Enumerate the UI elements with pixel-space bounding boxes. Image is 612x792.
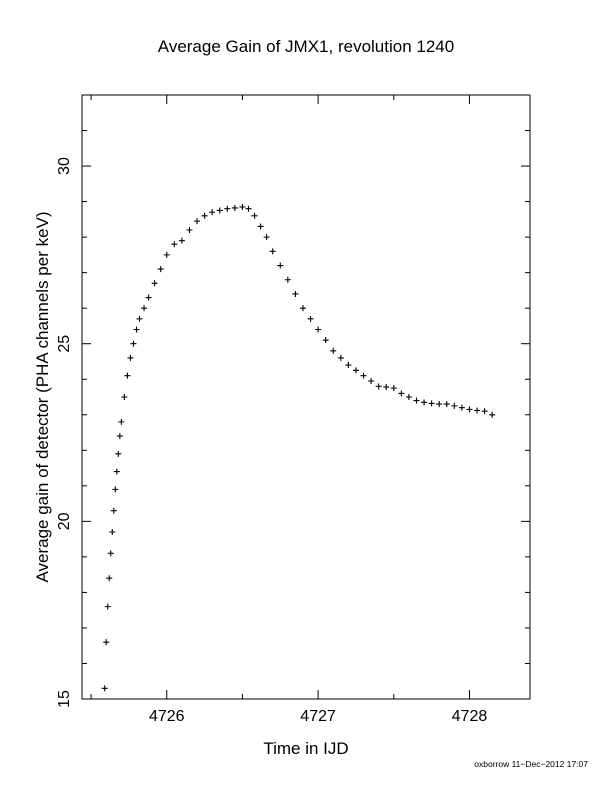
data-point (121, 394, 128, 400)
data-point (171, 241, 178, 248)
data-point (352, 367, 359, 374)
data-point (106, 575, 113, 582)
y-tick-label: 25 (56, 335, 73, 353)
data-point (186, 227, 193, 234)
data-point (209, 209, 216, 216)
data-point (133, 326, 140, 333)
data-point (307, 315, 314, 322)
data-point (127, 354, 134, 361)
axis-ticks (82, 94, 530, 700)
data-point (436, 401, 443, 408)
y-axis-label: Average gain of detector (PHA channels p… (33, 211, 52, 582)
data-point (263, 234, 270, 241)
data-point (101, 685, 108, 692)
data-point (157, 266, 164, 273)
plot-frame (81, 94, 531, 700)
data-point (104, 603, 111, 610)
data-point (368, 378, 375, 385)
data-point (375, 383, 382, 390)
data-point (383, 384, 390, 391)
y-tick-label: 30 (56, 157, 73, 175)
data-point (299, 305, 306, 312)
data-point (178, 237, 185, 244)
data-point (116, 433, 123, 440)
data-point (277, 262, 284, 269)
data-point (315, 326, 322, 333)
data-point (136, 315, 143, 322)
data-point (130, 340, 137, 347)
data-point (413, 397, 420, 404)
data-point (405, 394, 412, 400)
axis-tick-labels: 4726 4727 4728 15 20 25 30 (56, 157, 487, 725)
data-point (345, 362, 352, 369)
x-tick-label: 4727 (300, 708, 336, 725)
data-point (194, 218, 201, 225)
data-point (489, 411, 496, 418)
x-tick-label: 4726 (149, 708, 185, 725)
data-point (360, 372, 367, 379)
data-points (101, 203, 496, 692)
data-point (421, 399, 428, 406)
data-point (481, 408, 488, 415)
x-tick-label: 4728 (452, 708, 488, 725)
data-point (107, 550, 114, 557)
data-point (239, 203, 246, 210)
data-point (115, 450, 122, 457)
data-point (145, 294, 152, 301)
data-point (428, 400, 435, 407)
data-point (124, 372, 131, 379)
data-point (398, 390, 405, 397)
data-point (163, 251, 170, 258)
data-point (451, 402, 458, 409)
chart-title: Average Gain of JMX1, revolution 1240 (158, 37, 454, 56)
data-point (443, 401, 450, 408)
data-point (330, 347, 337, 354)
data-point (113, 468, 120, 475)
data-point (216, 207, 223, 214)
data-point (112, 486, 119, 493)
data-point (201, 212, 208, 219)
data-point (251, 212, 258, 219)
data-point (458, 404, 465, 411)
y-tick-label: 15 (56, 690, 73, 708)
x-axis-label: Time in IJD (263, 739, 348, 758)
data-point (390, 385, 397, 392)
data-point (284, 276, 291, 283)
data-point (118, 418, 125, 425)
data-point (245, 205, 252, 212)
data-point (292, 290, 299, 297)
data-point (337, 354, 344, 361)
data-point (151, 280, 158, 287)
data-point (103, 639, 110, 646)
y-tick-label: 20 (56, 512, 73, 530)
data-point (231, 204, 238, 211)
data-point (474, 407, 481, 414)
data-point (269, 248, 276, 255)
footer-credit: oxborrow 11−Dec−2012 17:07 (474, 759, 588, 769)
data-point (224, 205, 231, 212)
data-point (322, 337, 329, 344)
data-point (110, 507, 117, 514)
data-point (257, 223, 264, 230)
data-point (466, 406, 473, 413)
data-point (141, 305, 148, 312)
data-point (109, 529, 116, 536)
